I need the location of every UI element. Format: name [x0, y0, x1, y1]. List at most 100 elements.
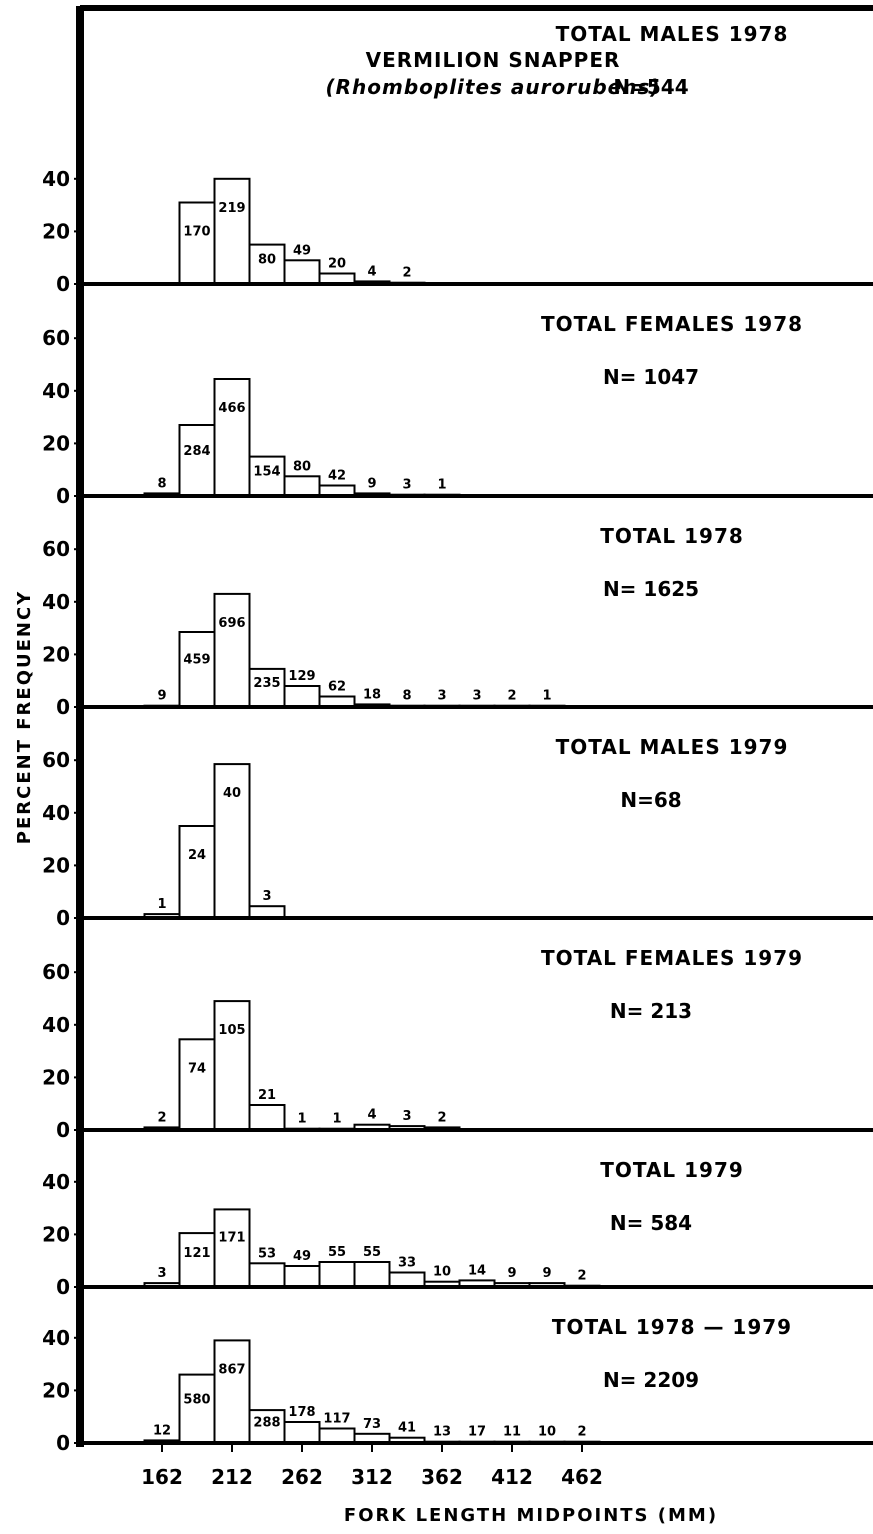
x-tick-label: 362	[421, 1465, 463, 1489]
count-label: 55	[328, 1245, 346, 1260]
count-label: 1	[157, 897, 166, 912]
count-label: 121	[183, 1246, 210, 1261]
count-label: 9	[157, 689, 166, 704]
count-label: 10	[538, 1425, 556, 1440]
bar-312	[353, 1261, 391, 1288]
count-label: 2	[577, 1425, 586, 1440]
count-label: 2	[507, 689, 516, 704]
bar-212	[213, 1000, 251, 1131]
bar-212	[213, 177, 251, 285]
count-label: 170	[183, 225, 210, 240]
count-label: 18	[363, 687, 381, 702]
bar-262	[283, 1265, 321, 1288]
x-tick-label: 212	[211, 1465, 253, 1489]
y-tick-label: 20	[42, 1065, 70, 1089]
count-label: 53	[258, 1246, 276, 1261]
figure-subtitle: (Rhomboplites aurorubens)	[325, 75, 660, 99]
count-label: 288	[253, 1416, 280, 1431]
y-tick-label: 60	[42, 326, 70, 350]
bar-212	[213, 592, 251, 709]
bar-262	[283, 1421, 321, 1444]
count-label: 8	[402, 689, 411, 704]
count-label: 9	[367, 476, 376, 491]
count-label: 2	[402, 266, 411, 281]
count-label: 117	[323, 1412, 350, 1427]
count-label: 9	[542, 1266, 551, 1281]
y-tick-label: 40	[42, 590, 70, 614]
panel-label: TOTAL MALES 1979	[556, 735, 789, 759]
panel-label: TOTAL 1978 — 1979	[552, 1315, 792, 1339]
count-label: 284	[183, 444, 210, 459]
count-label: 17	[468, 1425, 486, 1440]
y-tick-label: 0	[56, 1275, 70, 1299]
y-tick-label: 20	[42, 431, 70, 455]
y-tick-label: 0	[56, 1118, 70, 1142]
count-label: 1	[437, 478, 446, 493]
bar-212	[213, 1208, 251, 1289]
x-tick-label: 162	[141, 1465, 183, 1489]
y-tick-label: 40	[42, 1326, 70, 1350]
y-tick-label: 40	[42, 1170, 70, 1194]
bar-187	[178, 1038, 216, 1132]
bar-237	[248, 243, 286, 286]
x-axis-title: FORK LENGTH MIDPOINTS (MM)	[344, 1505, 718, 1526]
count-label: 466	[218, 401, 245, 416]
panel-2: 8 284 466 154 80 42 9 3 1 0 20 40 60 TOTAL FEMALES 19…	[42, 312, 873, 508]
count-label: 105	[218, 1023, 245, 1038]
count-label: 41	[398, 1421, 416, 1436]
bar-237	[248, 1104, 286, 1131]
bar-187	[178, 201, 216, 285]
count-label: 55	[363, 1245, 381, 1260]
count-label: 867	[218, 1362, 245, 1377]
count-label: 2	[577, 1269, 586, 1284]
y-tick-label: 40	[42, 167, 70, 191]
y-tick-label: 0	[56, 906, 70, 930]
count-label: 80	[258, 252, 276, 267]
x-tick-label: 412	[491, 1465, 533, 1489]
y-tick-label: 60	[42, 960, 70, 984]
bar-212	[213, 378, 251, 497]
bar-212	[213, 763, 251, 919]
panel-n-label: N= 584	[610, 1211, 692, 1235]
bar-187	[178, 631, 216, 708]
count-label: 4	[367, 264, 376, 279]
count-label: 235	[253, 676, 280, 691]
count-label: 73	[363, 1417, 381, 1432]
count-label: 24	[188, 848, 206, 863]
count-label: 8	[157, 476, 166, 491]
bar-212	[213, 1339, 251, 1445]
count-label: 33	[398, 1256, 416, 1271]
count-label: 80	[293, 459, 311, 474]
count-label: 49	[293, 1249, 311, 1264]
panel-label: TOTAL FEMALES 1979	[541, 946, 803, 970]
count-label: 3	[437, 689, 446, 704]
panel-label: TOTAL 1978	[600, 524, 744, 548]
panel-n-label: N= 213	[610, 999, 692, 1023]
y-tick-label: 20	[42, 1378, 70, 1402]
count-label: 1	[542, 689, 551, 704]
count-label: 12	[153, 1423, 171, 1438]
y-tick-label: 20	[42, 219, 70, 243]
count-label: 74	[188, 1061, 206, 1076]
y-tick-label: 40	[42, 379, 70, 403]
y-axis-title: PERCENT FREQUENCY	[14, 590, 35, 844]
count-label: 2	[437, 1110, 446, 1125]
bar-287	[318, 1261, 356, 1288]
panel-label: TOTAL 1979	[600, 1158, 744, 1182]
panel-n-label: N= 1625	[603, 577, 699, 601]
count-label: 10	[433, 1265, 451, 1280]
y-tick-label: 0	[56, 484, 70, 508]
panel-label: TOTAL FEMALES 1978	[541, 312, 803, 336]
count-label: 62	[328, 680, 346, 695]
x-ticks-group: 162 212 262 312 362 412 462	[141, 1443, 603, 1489]
y-tick-label: 0	[56, 695, 70, 719]
panel-n-label: N=544	[613, 75, 688, 99]
panel-n-label: N=68	[620, 788, 681, 812]
count-label: 20	[328, 257, 346, 272]
count-label: 1	[332, 1112, 341, 1127]
count-label: 2	[157, 1110, 166, 1125]
bar-337	[388, 1271, 426, 1288]
